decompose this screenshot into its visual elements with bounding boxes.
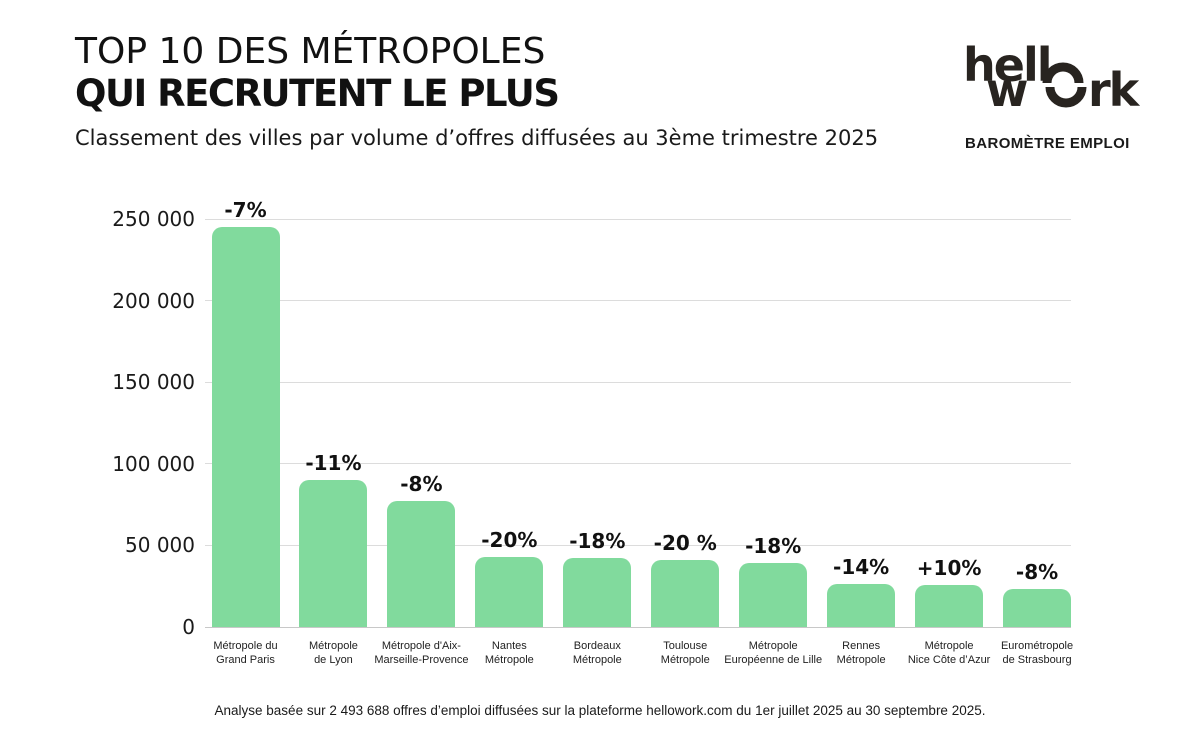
y-tick-label: 200 000: [112, 288, 195, 313]
bar: [915, 584, 984, 627]
y-tick-label: 50 000: [125, 533, 195, 558]
title-line1: TOP 10 DES MÉTROPOLES: [75, 31, 546, 72]
category-label: Bordeaux Métropole: [572, 640, 622, 667]
category-label: Nantes Métropole: [484, 640, 534, 667]
category-label: Métropole du Grand Paris: [213, 640, 278, 667]
bar-value-label: -20%: [481, 527, 538, 552]
logo-tagline: BAROMÈTRE EMPLOI: [965, 135, 1130, 152]
y-tick-label: 150 000: [112, 370, 195, 395]
bar-value-label: -7%: [224, 198, 267, 223]
y-tick-label: 0: [182, 615, 195, 639]
gridline: [205, 544, 1071, 546]
bar-value-label: -18%: [745, 534, 802, 559]
gridline: [205, 300, 1071, 302]
category-label: Métropole Européenne de Lille: [724, 640, 823, 667]
bar-value-label: -14%: [833, 554, 890, 579]
logo-o-bottom-arc-icon: [1045, 86, 1087, 108]
subtitle: Classement des villes par volume d’offre…: [75, 126, 879, 150]
title-line2: QUI RECRUTENT LE PLUS: [75, 72, 560, 116]
y-tick-label: 250 000: [112, 207, 195, 231]
gridline: [205, 218, 1071, 220]
hellowork-logo: hell w rk: [963, 42, 1141, 114]
bar: [651, 560, 720, 627]
category-label: Métropole de Lyon: [308, 640, 358, 667]
bar-value-label: -8%: [1015, 559, 1059, 584]
bar: [1003, 588, 1072, 627]
bar-value-label: -20 %: [653, 531, 717, 556]
x-axis-baseline: [205, 627, 1071, 628]
logo-text-w: w: [986, 63, 1027, 114]
bar: [827, 583, 896, 627]
header: TOP 10 DES MÉTROPOLES QUI RECRUTENT LE P…: [75, 30, 560, 116]
category-label: Toulouse Métropole: [660, 640, 710, 667]
logo-text-hell: hell: [963, 42, 1050, 92]
bar: [211, 227, 280, 627]
source-note: Analyse basée sur 2 493 688 offres d’emp…: [214, 703, 986, 718]
logo-o-top-arc-icon: [1042, 62, 1084, 84]
bar: [475, 556, 544, 627]
bar-value-label: -11%: [305, 451, 362, 476]
bar-value-label: -8%: [400, 471, 443, 496]
gridline: [205, 463, 1071, 465]
bar-value-label: -18%: [569, 529, 626, 554]
logo-text-rk: rk: [1088, 63, 1141, 114]
page-title: TOP 10 DES MÉTROPOLES QUI RECRUTENT LE P…: [75, 30, 560, 116]
brand-block: hell w rk BAROMÈTRE EMPLOI: [963, 42, 1163, 152]
gridline: [205, 381, 1071, 383]
category-label: Métropole d'Aix- Marseille-Provence: [374, 640, 469, 667]
bar-chart: 0 50 000 100 000 150 000 200 000 250 000 -7% Mé…: [112, 198, 1073, 666]
category-label: Eurométropole de Strasbourg: [1000, 640, 1074, 667]
bar-value-label: +10%: [916, 555, 982, 580]
category-label: Métropole Nice Côte d’Azur: [907, 640, 991, 667]
bar: [563, 558, 632, 627]
bar: [739, 563, 808, 627]
bar: [299, 480, 368, 627]
bar: [387, 500, 456, 627]
category-label: Rennes Métropole: [836, 640, 886, 667]
y-tick-label: 100 000: [112, 451, 195, 476]
